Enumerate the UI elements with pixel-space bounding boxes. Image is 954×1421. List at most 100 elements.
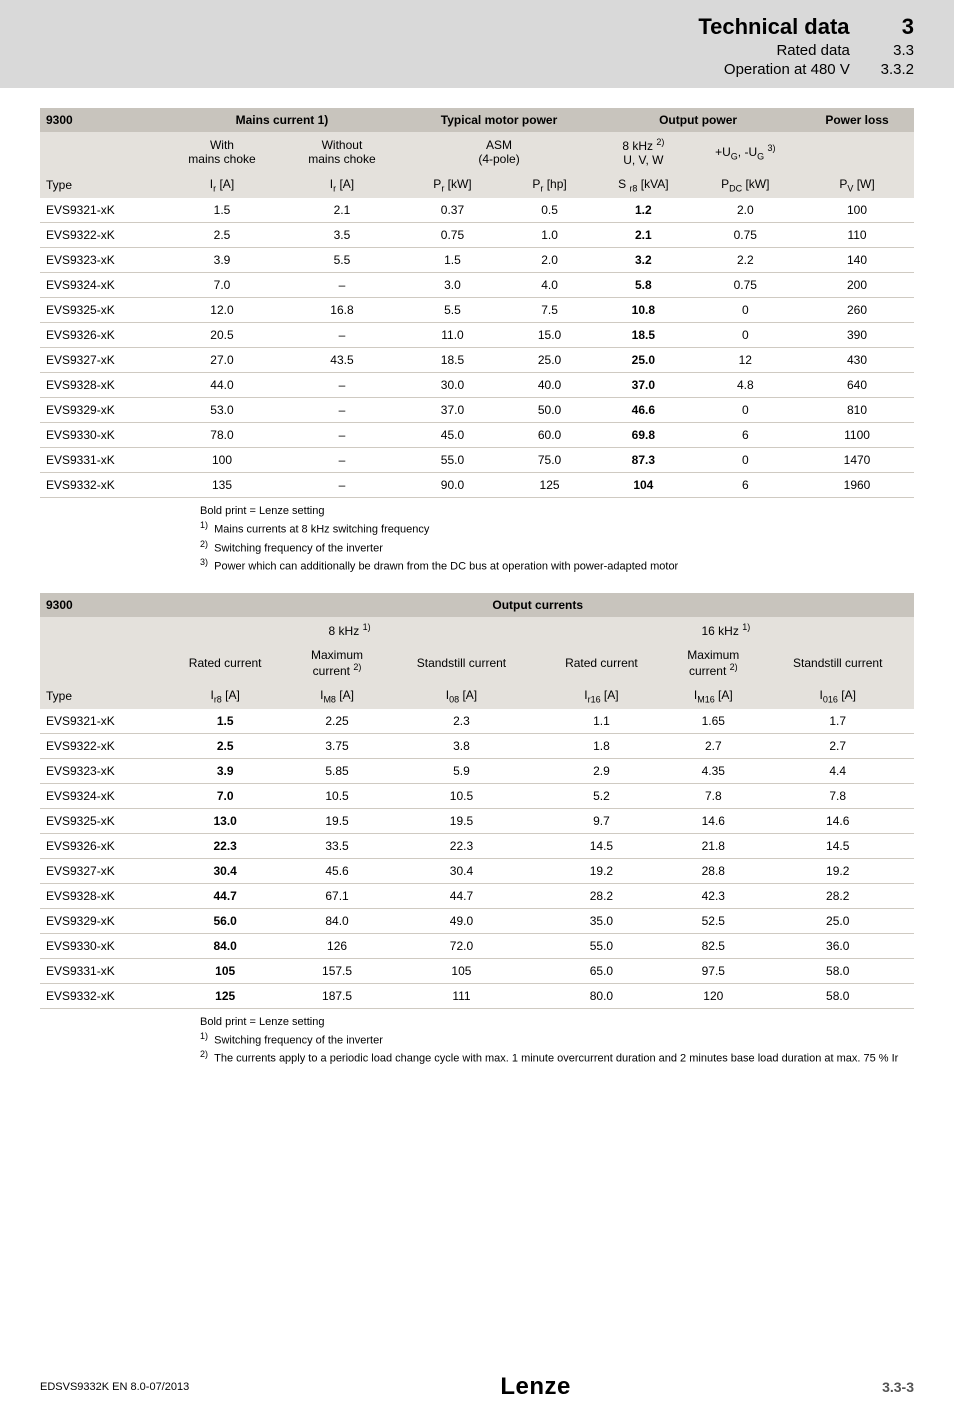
t2-note-lead: Bold print = Lenze setting <box>200 1015 914 1030</box>
data-cell: 2.5 <box>162 223 282 248</box>
t1-h-loss: Power loss <box>800 108 914 132</box>
table2-header-row: 9300 Output currents <box>40 593 914 617</box>
data-cell: 19.5 <box>385 809 538 834</box>
table1-sub-row1: Withmains choke Withoutmains choke ASM(4… <box>40 132 914 172</box>
data-cell: – <box>282 273 402 298</box>
t1-sub-without: Withoutmains choke <box>282 132 402 172</box>
t1-note-lead: Bold print = Lenze setting <box>200 504 914 519</box>
data-cell: 36.0 <box>761 934 914 959</box>
data-cell: 4.0 <box>503 273 596 298</box>
t1-u0: Ir [A] <box>162 172 282 198</box>
table-row: EVS9330-xK84.012672.055.082.536.0 <box>40 934 914 959</box>
data-cell: 18.5 <box>402 348 503 373</box>
data-cell: 7.0 <box>162 273 282 298</box>
data-cell: 19.5 <box>289 809 385 834</box>
table-row: EVS9332-xK125187.511180.012058.0 <box>40 984 914 1009</box>
data-cell: – <box>282 473 402 498</box>
data-cell: 3.9 <box>162 248 282 273</box>
data-cell: 30.0 <box>402 373 503 398</box>
t1-sub-loss-empty <box>800 132 914 172</box>
data-cell: 65.0 <box>538 959 665 984</box>
type-cell: EVS9330-xK <box>40 423 162 448</box>
header-line2-text: Rated data <box>776 42 849 59</box>
data-cell: 5.85 <box>289 759 385 784</box>
data-cell: 1100 <box>800 423 914 448</box>
data-cell: 50.0 <box>503 398 596 423</box>
table-row: EVS9322-xK2.53.753.81.82.72.7 <box>40 734 914 759</box>
data-cell: – <box>282 373 402 398</box>
data-cell: 14.5 <box>538 834 665 859</box>
table-row: EVS9327-xK27.043.518.525.025.012430 <box>40 348 914 373</box>
t2-freq-16: 16 kHz 1) <box>538 617 914 643</box>
data-cell: 3.2 <box>596 248 690 273</box>
data-cell: 14.6 <box>761 809 914 834</box>
t2-c3: Rated current <box>538 643 665 683</box>
header-line2-num: 3.3 <box>854 42 914 59</box>
data-cell: 35.0 <box>538 909 665 934</box>
table-row: EVS9323-xK3.95.855.92.94.354.4 <box>40 759 914 784</box>
data-cell: 105 <box>161 959 288 984</box>
data-cell: 2.7 <box>665 734 761 759</box>
data-cell: 52.5 <box>665 909 761 934</box>
table-row: EVS9332-xK135–90.012510461960 <box>40 473 914 498</box>
t2-freq-8: 8 kHz 1) <box>161 617 537 643</box>
t1-sub-empty <box>40 132 162 172</box>
t1-u1: Ir [A] <box>282 172 402 198</box>
data-cell: 49.0 <box>385 909 538 934</box>
data-cell: 14.5 <box>761 834 914 859</box>
data-cell: 56.0 <box>161 909 288 934</box>
table-row: EVS9322-xK2.53.50.751.02.10.75110 <box>40 223 914 248</box>
data-cell: 3.8 <box>385 734 538 759</box>
type-cell: EVS9328-xK <box>40 884 161 909</box>
data-cell: 40.0 <box>503 373 596 398</box>
data-cell: – <box>282 423 402 448</box>
data-cell: 2.3 <box>385 709 538 734</box>
type-cell: EVS9328-xK <box>40 373 162 398</box>
data-cell: 2.5 <box>161 734 288 759</box>
data-cell: 28.2 <box>538 884 665 909</box>
data-cell: 21.8 <box>665 834 761 859</box>
data-cell: – <box>282 323 402 348</box>
type-cell: EVS9332-xK <box>40 984 161 1009</box>
table-output-currents: 9300 Output currents 8 kHz 1) 16 kHz 1) … <box>40 593 914 1009</box>
data-cell: 55.0 <box>538 934 665 959</box>
data-cell: 126 <box>289 934 385 959</box>
table-row: EVS9326-xK22.333.522.314.521.814.5 <box>40 834 914 859</box>
data-cell: 44.7 <box>161 884 288 909</box>
t1-u3: Pr [hp] <box>503 172 596 198</box>
data-cell: 58.0 <box>761 959 914 984</box>
data-cell: 260 <box>800 298 914 323</box>
data-cell: 22.3 <box>161 834 288 859</box>
data-cell: 2.7 <box>761 734 914 759</box>
data-cell: 120 <box>665 984 761 1009</box>
table-row: EVS9330-xK78.0–45.060.069.861100 <box>40 423 914 448</box>
table1-unit-row: Type Ir [A] Ir [A] Pr [kW] Pr [hp] S r8 … <box>40 172 914 198</box>
header-title: Technical data <box>698 14 849 39</box>
data-cell: 53.0 <box>162 398 282 423</box>
table-row: EVS9325-xK13.019.519.59.714.614.6 <box>40 809 914 834</box>
type-cell: EVS9331-xK <box>40 448 162 473</box>
data-cell: 10.5 <box>289 784 385 809</box>
data-cell: 0.37 <box>402 198 503 223</box>
data-cell: 157.5 <box>289 959 385 984</box>
data-cell: 111 <box>385 984 538 1009</box>
table-row: EVS9326-xK20.5–11.015.018.50390 <box>40 323 914 348</box>
data-cell: 90.0 <box>402 473 503 498</box>
t2-u2: I08 [A] <box>385 683 538 709</box>
data-cell: 45.0 <box>402 423 503 448</box>
t1-note-2: 2) Switching frequency of the inverter <box>200 538 914 557</box>
data-cell: 69.8 <box>596 423 690 448</box>
data-cell: 0 <box>691 448 800 473</box>
data-cell: 30.4 <box>385 859 538 884</box>
data-cell: 100 <box>162 448 282 473</box>
data-cell: 1.65 <box>665 709 761 734</box>
table-row: EVS9321-xK1.52.252.31.11.651.7 <box>40 709 914 734</box>
data-cell: 5.8 <box>596 273 690 298</box>
table-row: EVS9329-xK53.0–37.050.046.60810 <box>40 398 914 423</box>
header-band: Technical data 3 Rated data 3.3 Operatio… <box>0 0 954 88</box>
data-cell: 75.0 <box>503 448 596 473</box>
table-row: EVS9323-xK3.95.51.52.03.22.2140 <box>40 248 914 273</box>
type-cell: EVS9326-xK <box>40 834 161 859</box>
data-cell: 4.8 <box>691 373 800 398</box>
data-cell: 125 <box>503 473 596 498</box>
